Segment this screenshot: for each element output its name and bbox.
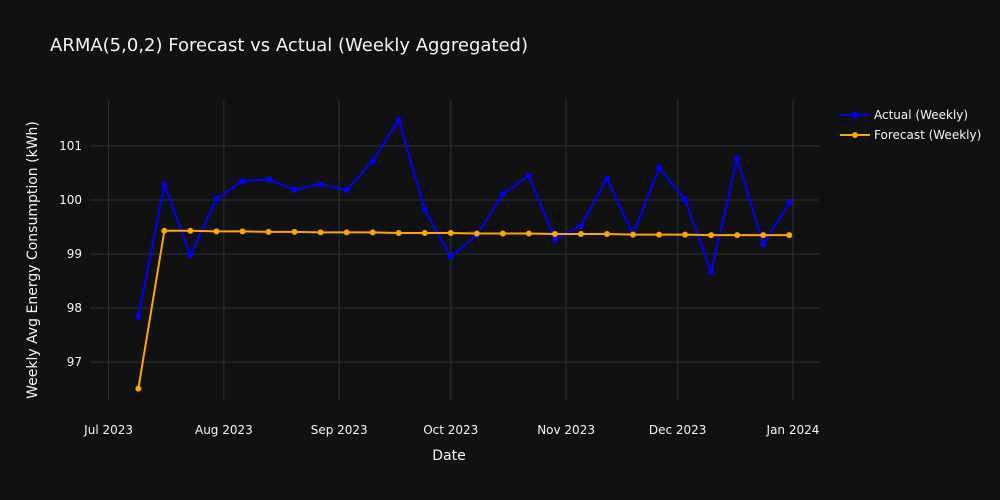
data-point xyxy=(395,117,402,123)
data-point xyxy=(603,175,610,182)
grid xyxy=(90,100,819,400)
data-point xyxy=(317,229,324,236)
data-point xyxy=(525,172,532,179)
data-point xyxy=(395,229,402,236)
legend-label: Forecast (Weekly) xyxy=(874,128,981,142)
y-tick-label: 98 xyxy=(67,301,82,315)
data-point xyxy=(734,232,741,239)
data-point xyxy=(187,252,194,259)
data-point xyxy=(682,196,689,203)
data-point xyxy=(525,230,532,237)
data-point xyxy=(447,229,454,236)
data-point xyxy=(473,230,480,237)
data-point xyxy=(551,236,558,243)
data-point xyxy=(447,253,454,260)
x-tick-label: Aug 2023 xyxy=(195,423,253,437)
data-point xyxy=(239,178,246,185)
legend: Actual (Weekly) Forecast (Weekly) xyxy=(840,108,981,142)
data-point xyxy=(786,199,793,206)
data-point xyxy=(187,227,194,234)
data-point xyxy=(708,232,715,239)
series-line xyxy=(137,119,791,317)
data-point xyxy=(708,268,715,275)
data-point xyxy=(682,231,689,238)
y-tick-label: 99 xyxy=(67,247,82,261)
x-tick-label: Jul 2023 xyxy=(83,423,133,437)
data-point xyxy=(760,232,767,239)
data-point xyxy=(734,155,741,162)
data-point xyxy=(265,228,272,235)
data-point xyxy=(369,229,376,236)
x-tick-label: Nov 2023 xyxy=(537,423,595,437)
data-point xyxy=(135,385,142,392)
legend-label: Actual (Weekly) xyxy=(874,108,968,122)
data-point xyxy=(499,191,506,198)
y-tick-label: 101 xyxy=(59,139,82,153)
y-tick-labels: 97 98 99 100 101 xyxy=(59,139,82,369)
data-point xyxy=(551,231,558,238)
y-axis-title: Weekly Avg Energy Consumption (kWh) xyxy=(25,121,41,399)
x-tick-label: Dec 2023 xyxy=(649,423,707,437)
data-point xyxy=(499,230,506,237)
data-point xyxy=(577,231,584,238)
data-point xyxy=(343,229,350,236)
data-point xyxy=(213,195,220,202)
data-point xyxy=(161,227,168,234)
data-point xyxy=(577,222,584,229)
data-point xyxy=(421,206,428,213)
data-point xyxy=(369,158,376,165)
data-point xyxy=(656,165,663,172)
data-point xyxy=(135,313,142,320)
x-tick-label: Oct 2023 xyxy=(423,423,478,437)
y-tick-label: 97 xyxy=(67,355,82,369)
data-point xyxy=(603,231,610,238)
series-line xyxy=(137,229,790,389)
data-point xyxy=(421,229,428,236)
series-1 xyxy=(135,227,793,392)
data-point xyxy=(786,232,793,239)
series-layer xyxy=(135,117,793,392)
legend-swatch-marker xyxy=(852,132,858,138)
data-point xyxy=(161,181,168,188)
data-point xyxy=(343,187,350,194)
x-tick-label: Jan 2024 xyxy=(766,423,820,437)
data-point xyxy=(291,228,298,235)
data-point xyxy=(291,186,298,193)
data-point xyxy=(656,231,663,238)
data-point xyxy=(265,176,272,183)
legend-item-1[interactable]: Forecast (Weekly) xyxy=(840,128,981,142)
y-tick-label: 100 xyxy=(59,193,82,207)
legend-swatch-marker xyxy=(852,112,858,118)
legend-item-0[interactable]: Actual (Weekly) xyxy=(840,108,968,122)
data-point xyxy=(317,181,324,188)
chart-title: ARMA(5,0,2) Forecast vs Actual (Weekly A… xyxy=(50,35,528,56)
x-tick-labels: Jul 2023 Aug 2023 Sep 2023 Oct 2023 Nov 2023… xyxy=(83,423,819,437)
data-point xyxy=(213,228,220,235)
data-point xyxy=(630,231,637,238)
x-axis-title: Date xyxy=(432,448,465,464)
series-0 xyxy=(135,117,793,320)
data-point xyxy=(239,228,246,235)
data-point xyxy=(760,241,767,248)
x-tick-label: Sep 2023 xyxy=(311,423,368,437)
